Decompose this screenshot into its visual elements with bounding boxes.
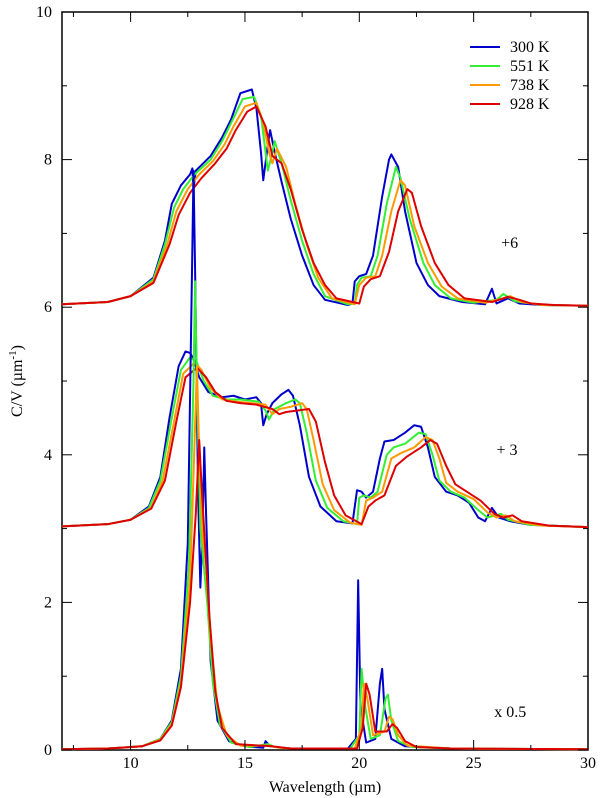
series-line-928k-group-0 [61, 105, 589, 307]
legend-label: 551 K [510, 58, 550, 75]
y-axis-title-main: C/V (µm [9, 359, 26, 417]
annotations: +6 + 3 x 0.5 [494, 235, 526, 721]
series-line-738k-group-0 [61, 101, 589, 307]
y-axis-title-close: ) [9, 345, 26, 350]
legend-label: 738 K [510, 77, 550, 94]
y-axis-title-exponent: -1 [7, 350, 19, 359]
x-tick-label: 15 [237, 755, 253, 772]
y-tick-label: 10 [36, 4, 52, 21]
x-tick-label: 20 [351, 755, 367, 772]
x-axis-title: Wavelength (µm) [269, 779, 381, 796]
legend-label: 300 K [510, 39, 550, 56]
series-line-551k-group-2 [61, 280, 589, 751]
series-group [61, 88, 589, 751]
x-tick-label: 10 [123, 755, 139, 772]
plot-area [61, 11, 589, 751]
series-line-928k-group-2 [61, 439, 589, 751]
legend-label: 928 K [510, 96, 550, 113]
legend: 300 K 551 K 738 K 928 K [470, 39, 550, 113]
series-line-551k-group-0 [61, 95, 589, 307]
x-tick-label: 30 [580, 755, 596, 772]
y-tick-label: 0 [44, 742, 52, 759]
axis-ticks [62, 11, 589, 751]
y-tick-label: 4 [44, 447, 52, 464]
series-line-738k-group-1 [61, 361, 589, 529]
y-tick-label: 8 [44, 152, 52, 169]
series-line-300k-group-0 [61, 88, 589, 307]
y-axis-title: C/V (µm-1) [7, 345, 26, 417]
y-tick-label: 6 [44, 299, 52, 316]
annotation-0: +6 [501, 235, 518, 252]
plot-frame [61, 11, 589, 751]
tick-labels: 10 15 20 25 30 0 2 4 6 8 10 [36, 4, 596, 772]
annotation-2: x 0.5 [494, 704, 526, 721]
series-line-738k-group-2 [61, 365, 589, 751]
annotation-1: + 3 [497, 442, 518, 459]
y-tick-label: 2 [44, 594, 52, 611]
x-tick-label: 25 [466, 755, 482, 772]
